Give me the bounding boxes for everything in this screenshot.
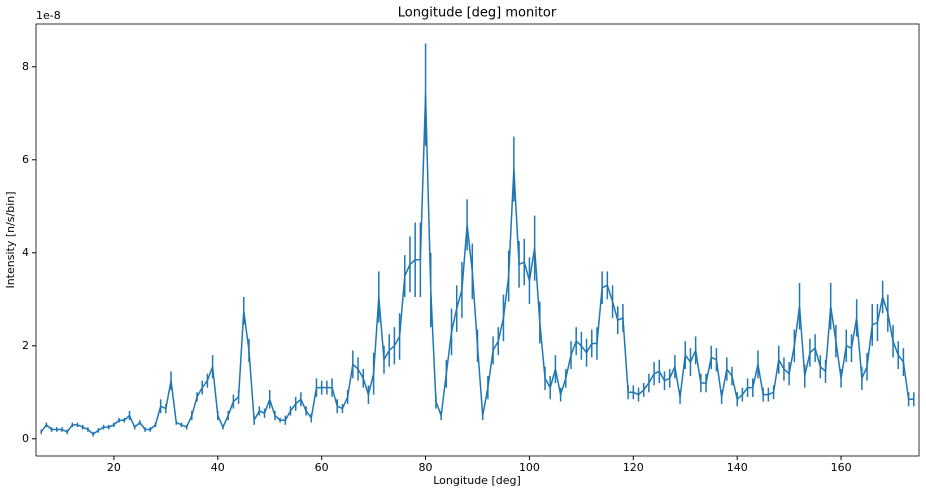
y-tick-label: 6 <box>22 153 29 166</box>
y-offset-label: 1e-8 <box>36 9 61 22</box>
x-tick-label: 20 <box>107 461 121 474</box>
y-axis-label: Intensity [n/s/bin] <box>4 191 17 288</box>
plot-frame <box>35 23 920 457</box>
x-tick-label: 60 <box>315 461 329 474</box>
x-axis-label: Longitude [deg] <box>433 474 521 487</box>
x-tick-label: 120 <box>623 461 644 474</box>
chart-title: Longitude [deg] monitor <box>398 6 557 21</box>
x-tick-label: 40 <box>211 461 225 474</box>
y-tick-label: 2 <box>22 339 29 352</box>
data-line <box>40 94 914 436</box>
x-tick-label: 100 <box>519 461 540 474</box>
y-tick-label: 0 <box>22 432 29 445</box>
x-tick-label: 160 <box>831 461 852 474</box>
y-tick-label: 4 <box>22 246 29 259</box>
x-tick-label: 140 <box>727 461 748 474</box>
x-tick-label: 80 <box>419 461 433 474</box>
y-tick-label: 8 <box>22 60 29 73</box>
